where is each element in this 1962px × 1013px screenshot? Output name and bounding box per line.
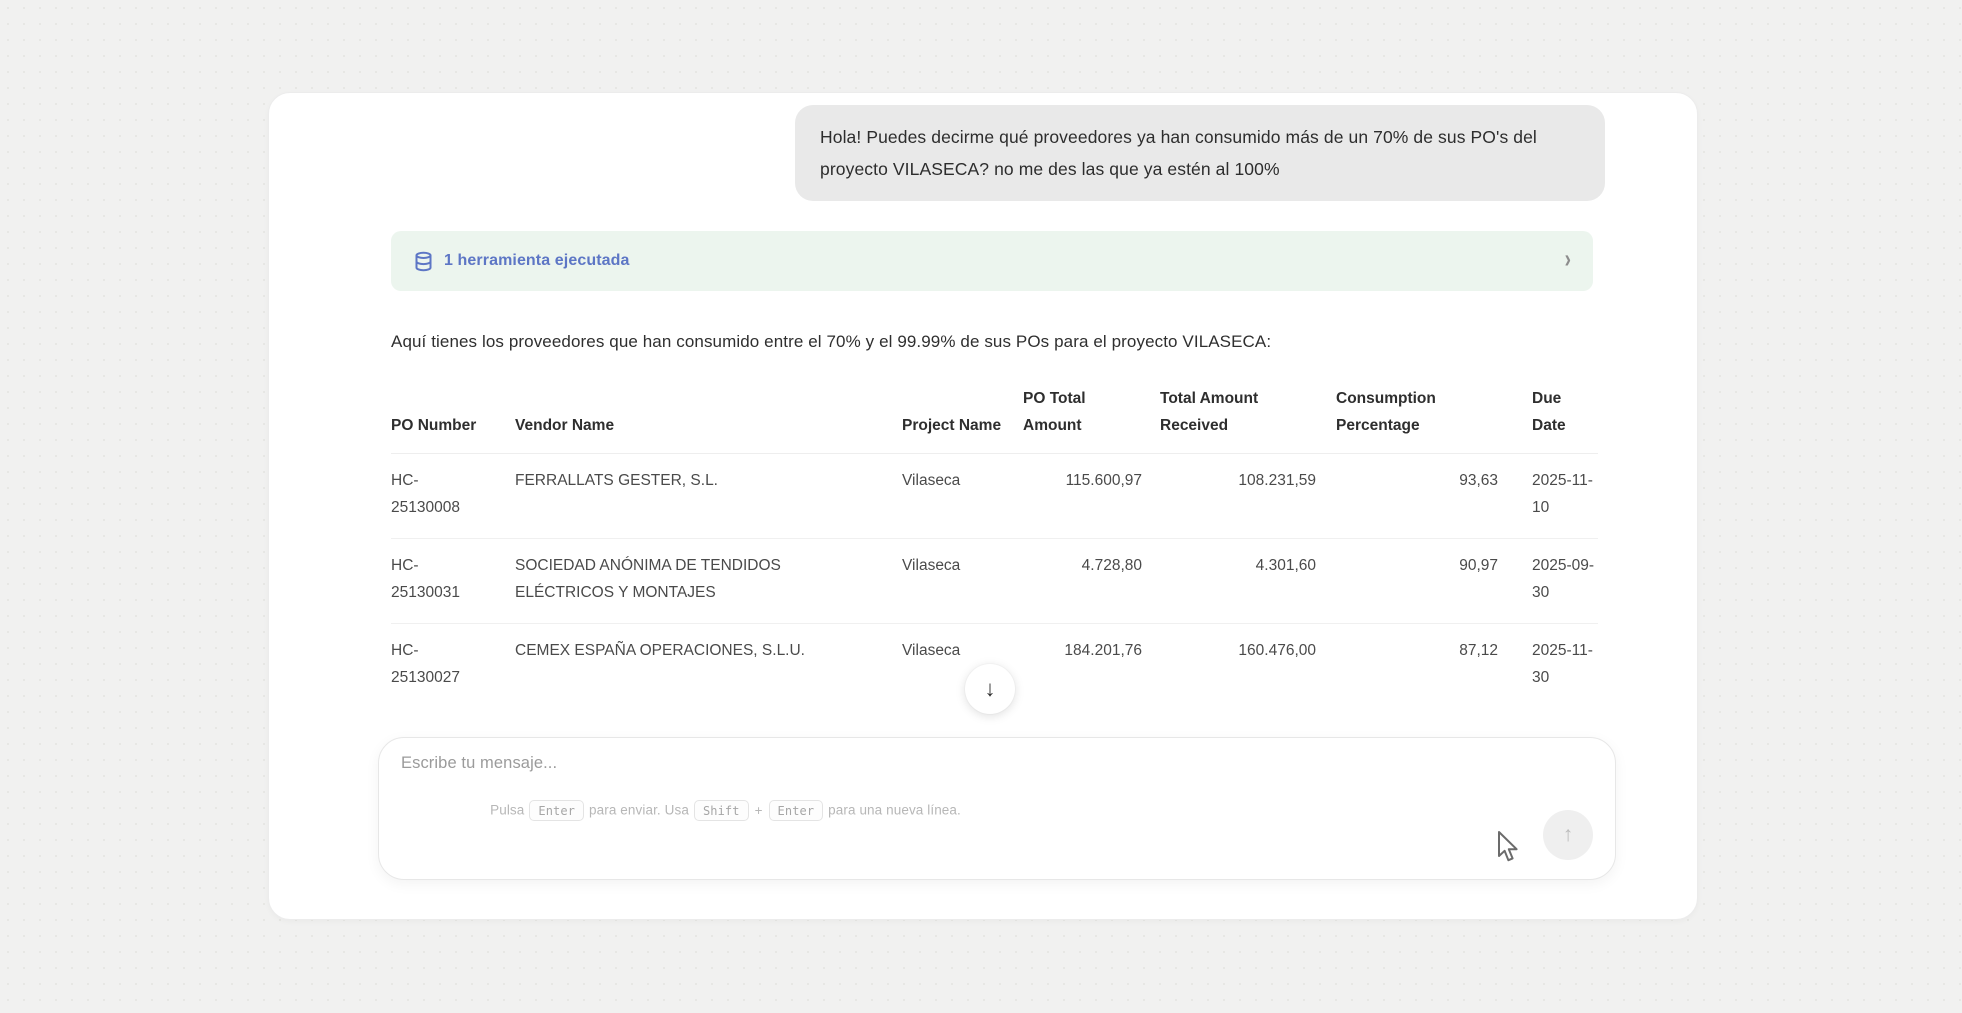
cell-po-number: HC-25130027 xyxy=(391,642,460,686)
message-input[interactable]: Escribe tu mensaje... xyxy=(401,754,558,772)
cell-received: 108.231,59 xyxy=(1142,453,1316,539)
col-header-vendor-name: Vendor Name xyxy=(515,379,902,454)
cell-consumption: 87,12 xyxy=(1459,642,1498,659)
cell-vendor-name: FERRALLATS GESTER, S.L. xyxy=(515,453,902,539)
col-header-total-received: Total Amount Received xyxy=(1142,379,1316,454)
user-message-bubble: Hola! Puedes decirme qué proveedores ya … xyxy=(795,105,1605,201)
message-composer[interactable]: Escribe tu mensaje... ↑ xyxy=(378,737,1616,880)
hint-prefix: Pulsa xyxy=(490,802,525,818)
cell-po-total: 184.201,76 xyxy=(1064,642,1142,659)
user-message-row: Hola! Puedes decirme qué proveedores ya … xyxy=(391,105,1605,201)
table-row: HC-25130008 FERRALLATS GESTER, S.L. Vila… xyxy=(391,453,1598,539)
cell-po-number: HC-25130031 xyxy=(391,538,515,624)
tool-banner-label: 1 herramienta ejecutada xyxy=(444,252,630,269)
cell-due-date: 2025-09-30 xyxy=(1498,538,1598,624)
hint-plus: + xyxy=(754,802,763,818)
cell-project-name: Vilaseca xyxy=(902,642,961,659)
cell-po-total: 4.728,80 xyxy=(1023,538,1142,624)
keyboard-hint: Pulsa Enter para enviar. Usa Shift + Enter par… xyxy=(122,800,1329,821)
col-header-consumption-pct: Consumption Percentage xyxy=(1316,379,1498,454)
cell-due-date: 2025-11-30 xyxy=(1532,642,1593,686)
table-row: HC-25130031 SOCIEDAD ANÓNIMA DE TENDIDOS… xyxy=(391,538,1598,624)
send-button[interactable]: ↑ xyxy=(1543,810,1593,860)
tool-execution-banner[interactable]: 1 herramienta ejecutada › xyxy=(391,231,1593,291)
chat-messages: Hola! Puedes decirme qué proveedores ya … xyxy=(391,93,1605,708)
cell-vendor-name: SOCIEDAD ANÓNIMA DE TENDIDOS ELÉCTRICOS … xyxy=(515,538,902,624)
po-results-table: PO Number Vendor Name Project Name PO To… xyxy=(391,379,1598,708)
cell-po-number: HC-25130008 xyxy=(391,453,515,539)
hint-suffix: para una nueva línea. xyxy=(828,802,961,818)
cell-received: 160.476,00 xyxy=(1238,642,1316,659)
cell-consumption: 90,97 xyxy=(1316,538,1498,624)
cell-consumption: 93,63 xyxy=(1316,453,1498,539)
cell-project-name: Vilaseca xyxy=(902,538,1023,624)
scroll-to-bottom-button[interactable]: ↓ xyxy=(965,664,1015,714)
cell-vendor-name: CEMEX ESPAÑA OPERACIONES, S.L.U. xyxy=(515,642,805,659)
cell-project-name: Vilaseca xyxy=(902,453,1023,539)
enter-key-badge: Enter xyxy=(529,800,585,821)
cell-po-total: 115.600,97 xyxy=(1023,453,1142,539)
table-row: HC-25130027 CEMEX ESPAÑA OPERACIONES, S.… xyxy=(391,624,1598,709)
assistant-intro-text: Aquí tienes los proveedores que han cons… xyxy=(391,332,1272,351)
chevron-right-icon: › xyxy=(1564,246,1571,275)
col-header-po-total-amount: PO Total Amount xyxy=(1023,379,1142,454)
shift-key-badge: Shift xyxy=(693,800,749,821)
col-header-po-number: PO Number xyxy=(391,379,515,454)
col-header-project-name: Project Name xyxy=(902,379,1023,454)
col-header-due-date: Due Date xyxy=(1498,379,1598,454)
table-header-row: PO Number Vendor Name Project Name PO To… xyxy=(391,379,1598,454)
enter-key-badge: Enter xyxy=(768,800,824,821)
database-icon xyxy=(413,251,434,272)
cell-due-date: 2025-11-10 xyxy=(1498,453,1598,539)
hint-middle: para enviar. Usa xyxy=(589,802,689,818)
cell-received: 4.301,60 xyxy=(1142,538,1316,624)
